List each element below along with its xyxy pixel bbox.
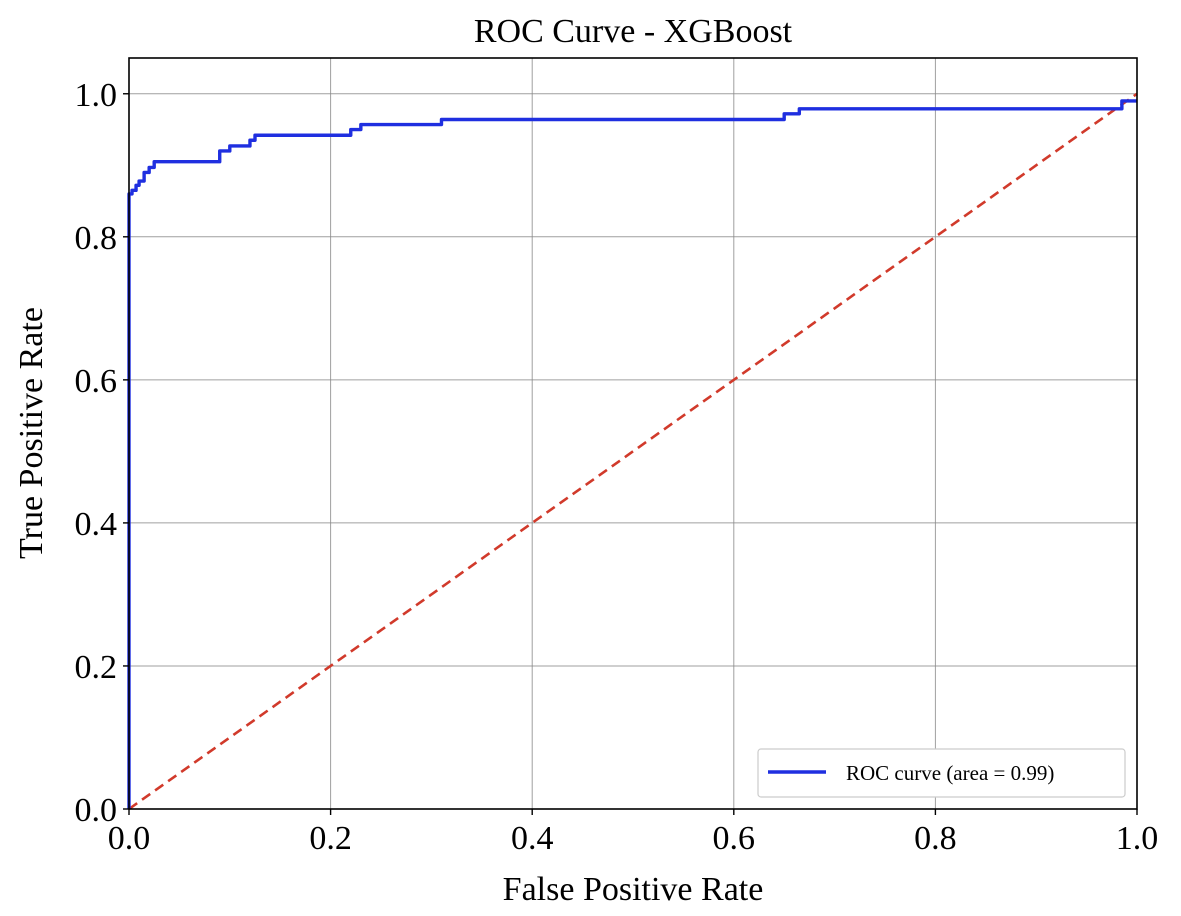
tick-layer: 0.0 0.2 0.4 0.6 0.8 1.0 0.0 0.2 0.4 0.6 0.8 1.0 — [75, 77, 1159, 857]
chart-title: ROC Curve - XGBoost — [474, 13, 793, 50]
y-tick-label: 0.4 — [75, 506, 118, 543]
y-tick-label: 0.2 — [75, 649, 118, 686]
x-axis-label: False Positive Rate — [503, 871, 764, 908]
plot-frame — [128, 57, 1138, 810]
x-tick-label: 0.8 — [914, 820, 957, 857]
chance-diagonal-line — [128, 92, 1138, 811]
legend-box — [757, 748, 1126, 798]
legend: ROC curve (area = 0.99) — [757, 748, 1126, 798]
grid-layer — [128, 58, 1138, 810]
series-layer — [127, 92, 1138, 811]
x-tick-label: 0.4 — [511, 820, 554, 857]
y-axis-label: True Positive Rate — [13, 307, 50, 559]
y-tick-label: 0.0 — [75, 792, 118, 829]
y-tick-label: 0.6 — [75, 363, 118, 400]
x-tick-label: 0.6 — [713, 820, 756, 857]
x-tick-label: 1.0 — [1116, 820, 1159, 857]
roc-curve-line — [127, 99, 1137, 809]
legend-label-roc: ROC curve (area = 0.99) — [846, 761, 1054, 785]
x-tick-label: 0.0 — [108, 820, 151, 857]
y-tick-label: 0.8 — [75, 220, 118, 257]
x-tick-label: 0.2 — [309, 820, 352, 857]
y-tick-label: 1.0 — [75, 77, 118, 114]
